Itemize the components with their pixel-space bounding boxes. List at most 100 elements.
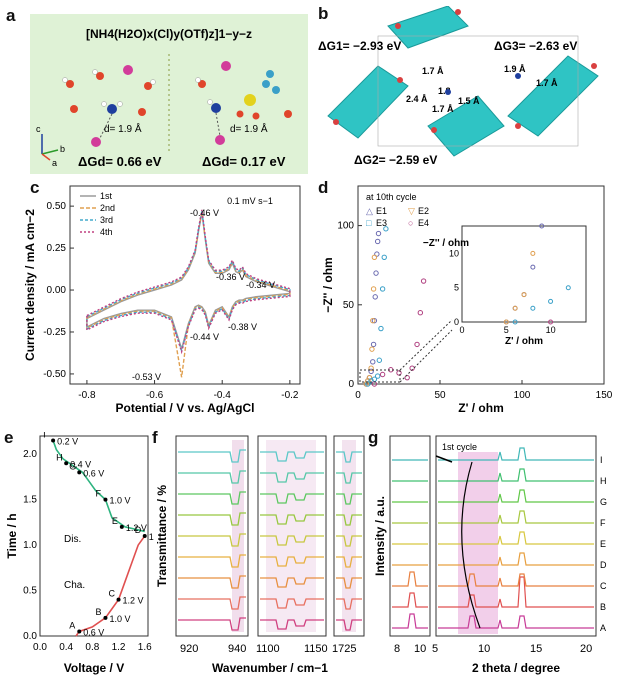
point-E4: [417, 310, 424, 316]
panel-g-chart: A B C D E F G H I 1st cycle 8 10 5 10 15 20 2 th…: [373, 435, 607, 675]
tick-1150: 1150: [304, 643, 328, 655]
legend: △ E1 ▽ E2 □ E3 ○ E4: [366, 206, 429, 228]
point-E3: [383, 226, 389, 232]
tick-1100: 1100: [256, 643, 280, 655]
plot-frame: [357, 185, 605, 385]
spectrum-1-seg2: [260, 451, 324, 462]
panel-label-e: e: [4, 428, 14, 447]
cv-curve-4: [86, 209, 291, 355]
spectrum-8-seg2: [260, 598, 324, 609]
tick-8: 8: [394, 643, 400, 655]
point-label-E: E: [112, 516, 118, 526]
y-axis-label: Current density / mA cm−2: [23, 209, 37, 361]
inset-point-E1: [539, 223, 545, 229]
svg-text:1.7 Å: 1.7 Å: [536, 78, 558, 88]
charge-label: Cha.: [64, 580, 85, 591]
point-E4: [379, 371, 386, 378]
y-tick-label: 50: [343, 300, 355, 311]
svg-text:E1: E1: [376, 206, 387, 216]
nyquist-points: [363, 226, 427, 387]
xrd-label-C: C: [600, 581, 607, 591]
x-tick-label: 1.6: [138, 642, 152, 653]
point-A: [77, 629, 82, 634]
pointer-arrow: [435, 455, 453, 463]
panel-label-g: g: [368, 428, 379, 447]
point-E1: [368, 368, 374, 375]
svg-text:1.7 Å: 1.7 Å: [432, 104, 454, 114]
point-note-C: 1.2 V: [123, 596, 144, 606]
highlight-band: [458, 452, 498, 634]
segment-right-frame: [435, 435, 597, 637]
xrd-right-B: [438, 576, 594, 608]
panel-b-figure: ΔG1= −2.93 eV ΔG3= −2.63 eV ΔG2= −2.59 e…: [318, 6, 599, 167]
tick-5: 5: [432, 643, 438, 655]
x-tick-label: -0.8: [78, 390, 96, 401]
point-E4: [396, 370, 402, 376]
y-axis-label: Intensity / a.u.: [373, 496, 387, 576]
inset-frame: [461, 225, 587, 323]
spectrum-7-seg2: [260, 577, 324, 588]
panel-label-c: c: [30, 178, 40, 197]
annot-4: -0.38 V: [228, 322, 257, 332]
point-B: [103, 615, 108, 620]
x-axis-label: Wavenumber / cm−1: [212, 661, 328, 675]
y-tick-label: 2.0: [23, 449, 37, 460]
panel-label-a: a: [6, 6, 16, 25]
right-delta-g: ΔGd= 0.17 eV: [202, 154, 286, 169]
unit-cell: [377, 35, 579, 147]
spectrum-4-seg2: [260, 514, 324, 525]
xrd-label-F: F: [600, 518, 606, 528]
point-E1: [370, 359, 376, 365]
point-E4: [420, 278, 427, 284]
segment-left-frame: [389, 435, 431, 637]
spectrum-8-seg1: [178, 596, 246, 610]
spectrum-1-seg3: [336, 451, 362, 463]
y-axis-label: Time / h: [5, 513, 19, 558]
zoom-box: [359, 369, 401, 383]
framework-right: [507, 55, 599, 137]
point-E: [119, 524, 124, 529]
ticks: -0.8 -0.6 -0.4 -0.2 -0.50 -0.25 0.00 0.25 0.50: [43, 201, 299, 401]
panel-label-b: b: [318, 4, 329, 23]
discharge-curve: [52, 440, 145, 533]
svg-text:1.8: 1.8: [438, 86, 451, 96]
spectrum-9-seg1: [178, 617, 246, 631]
spectrum-9-seg2: [260, 619, 324, 630]
svg-text:c: c: [36, 124, 41, 134]
point-E1: [370, 341, 377, 348]
x-axis-label: Voltage / V: [64, 661, 124, 675]
point-I: [51, 438, 56, 443]
annot-2: -0.34 V: [246, 280, 275, 290]
scan-rate: 0.1 mV s−1: [227, 196, 273, 206]
x-axis-label: Potential / V vs. Ag/AgCl: [116, 401, 255, 415]
point-label-C: C: [109, 589, 116, 599]
inset-x-tick-label: 0: [459, 325, 464, 335]
right-distance: d= 1.9 Å: [230, 122, 268, 135]
x-tick-label: 50: [434, 390, 446, 401]
point-note-H: 0.4 V: [70, 459, 91, 469]
point-note-F: 1.0 V: [109, 496, 130, 506]
svg-text:1.9 Å: 1.9 Å: [504, 64, 526, 74]
inset-point-E3: [530, 305, 536, 311]
point-E3: [379, 286, 386, 292]
x-axis-label: 2 theta / degree: [472, 661, 560, 675]
spectrum-7-seg1: [178, 575, 246, 589]
inset-point-E2: [503, 319, 509, 325]
inset-point-E3: [565, 285, 571, 291]
point-note-A: 0.6 V: [83, 627, 104, 637]
right-molecule-cluster: [195, 61, 292, 145]
xrd-right-I: [438, 447, 594, 461]
inset-y-tick-label: 10: [449, 248, 459, 258]
legend: 1st 2nd 3rd 4th: [80, 191, 115, 237]
point-E1: [371, 317, 378, 324]
point-G: [77, 470, 82, 475]
point-E2: [370, 286, 377, 292]
svg-text:2.4 Å: 2.4 Å: [406, 94, 428, 104]
spectrum-9-seg3: [336, 619, 362, 631]
xrd-label-I: I: [600, 455, 603, 465]
cycle-note: 1st cycle: [442, 442, 477, 452]
annot-3: -0.44 V: [190, 332, 219, 342]
point-label-I: I: [43, 432, 46, 440]
spectrum-2-seg1: [178, 470, 246, 484]
